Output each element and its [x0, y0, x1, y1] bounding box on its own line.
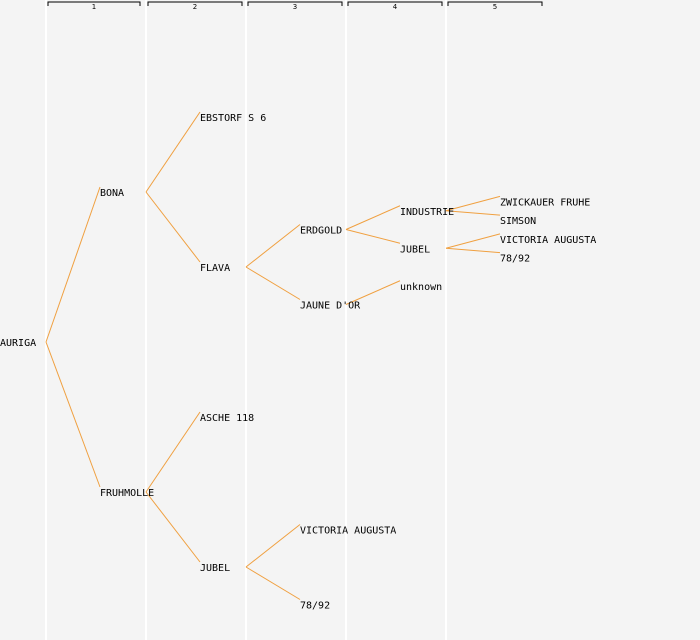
- pedigree-edge: [245, 566, 301, 600]
- pedigree-edge: [345, 205, 401, 230]
- pedigree-node-label: 78/92: [500, 254, 530, 265]
- generation-bracket: [47, 1, 141, 6]
- pedigree-node-label: 78/92: [300, 601, 330, 612]
- pedigree-edge: [245, 524, 301, 568]
- pedigree-node-label: EBSTORF S 6: [200, 113, 266, 124]
- pedigree-edge: [445, 195, 501, 212]
- pedigree-edge: [145, 411, 201, 493]
- pedigree-node-label: SIMSON: [500, 216, 536, 227]
- pedigree-edge: [345, 280, 401, 305]
- pedigree-node-label: ZWICKAUER FRUHE: [500, 197, 590, 208]
- pedigree-edge: [45, 341, 101, 488]
- pedigree-node-label: ASCHE 118: [200, 413, 254, 424]
- pedigree-node-label: FRUHMOLLE: [100, 488, 154, 499]
- pedigree-edge: [145, 191, 201, 263]
- pedigree-edge: [445, 210, 501, 216]
- generation-number: 5: [493, 3, 497, 11]
- pedigree-node-label: BONA: [100, 188, 124, 199]
- pedigree-node-label: AURIGA: [0, 338, 36, 349]
- pedigree-node-label: FLAVA: [200, 263, 230, 274]
- generation-number: 4: [393, 3, 398, 11]
- generation-number: 1: [92, 3, 96, 11]
- pedigree-edge: [245, 224, 301, 268]
- pedigree-edge: [45, 186, 101, 343]
- generation-bracket: [347, 1, 443, 6]
- pedigree-node-label: JAUNE D'OR: [300, 301, 361, 312]
- pedigree-node-label: JUBEL: [400, 244, 430, 255]
- pedigree-edge: [245, 266, 301, 300]
- pedigree-edge: [445, 247, 501, 254]
- generation-bracket: [147, 1, 243, 6]
- pedigree-node-label: unknown: [400, 282, 442, 293]
- pedigree-node-label: VICTORIA AUGUSTA: [300, 526, 396, 537]
- pedigree-node-label: VICTORIA AUGUSTA: [500, 235, 596, 246]
- pedigree-edge: [145, 491, 201, 563]
- pedigree-edge: [345, 229, 401, 244]
- generation-number: 3: [293, 3, 297, 11]
- pedigree-edge: [445, 233, 501, 249]
- pedigree-node-label: JUBEL: [200, 563, 230, 574]
- generation-columns: [45, 0, 447, 640]
- generation-headers: 1 2 3 4 5: [47, 1, 543, 11]
- pedigree-node-label: INDUSTRIE: [400, 207, 454, 218]
- pedigree-node-label: ERDGOLD: [300, 226, 342, 237]
- pedigree-edges: [45, 111, 501, 600]
- generation-number: 2: [193, 3, 197, 11]
- pedigree-edge: [145, 111, 201, 193]
- generation-bracket: [247, 1, 343, 6]
- generation-bracket: [447, 1, 543, 6]
- pedigree-nodes: EBSTORF S 6 ZWICKAUER FRUHE SIMSON INDUSTRI…: [0, 113, 596, 612]
